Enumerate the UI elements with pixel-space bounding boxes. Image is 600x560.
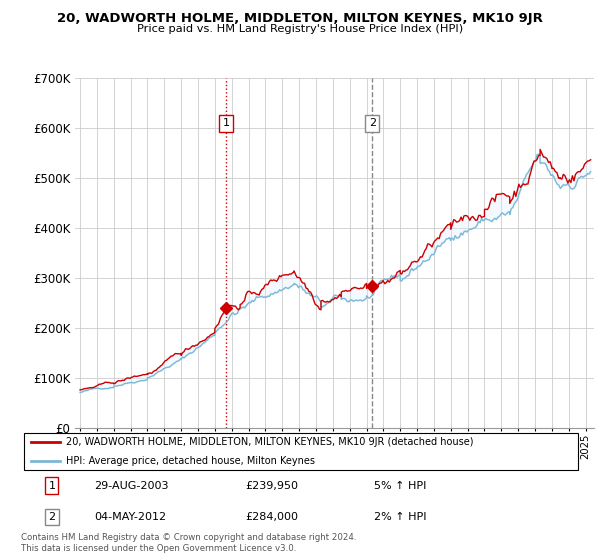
Text: HPI: Average price, detached house, Milton Keynes: HPI: Average price, detached house, Milt… bbox=[66, 456, 315, 465]
Text: Contains HM Land Registry data © Crown copyright and database right 2024.
This d: Contains HM Land Registry data © Crown c… bbox=[21, 533, 356, 553]
Text: 1: 1 bbox=[49, 480, 55, 491]
Text: Price paid vs. HM Land Registry's House Price Index (HPI): Price paid vs. HM Land Registry's House … bbox=[137, 24, 463, 34]
Text: 20, WADWORTH HOLME, MIDDLETON, MILTON KEYNES, MK10 9JR (detached house): 20, WADWORTH HOLME, MIDDLETON, MILTON KE… bbox=[66, 437, 473, 447]
Text: 2: 2 bbox=[368, 118, 376, 128]
Text: 04-MAY-2012: 04-MAY-2012 bbox=[94, 512, 166, 522]
FancyBboxPatch shape bbox=[24, 433, 578, 469]
Text: 2% ↑ HPI: 2% ↑ HPI bbox=[374, 512, 427, 522]
Text: 1: 1 bbox=[223, 118, 229, 128]
Text: 5% ↑ HPI: 5% ↑ HPI bbox=[374, 480, 427, 491]
Text: 29-AUG-2003: 29-AUG-2003 bbox=[94, 480, 169, 491]
Text: 2: 2 bbox=[48, 512, 55, 522]
Text: £284,000: £284,000 bbox=[245, 512, 298, 522]
Text: 20, WADWORTH HOLME, MIDDLETON, MILTON KEYNES, MK10 9JR: 20, WADWORTH HOLME, MIDDLETON, MILTON KE… bbox=[57, 12, 543, 25]
Text: £239,950: £239,950 bbox=[245, 480, 298, 491]
